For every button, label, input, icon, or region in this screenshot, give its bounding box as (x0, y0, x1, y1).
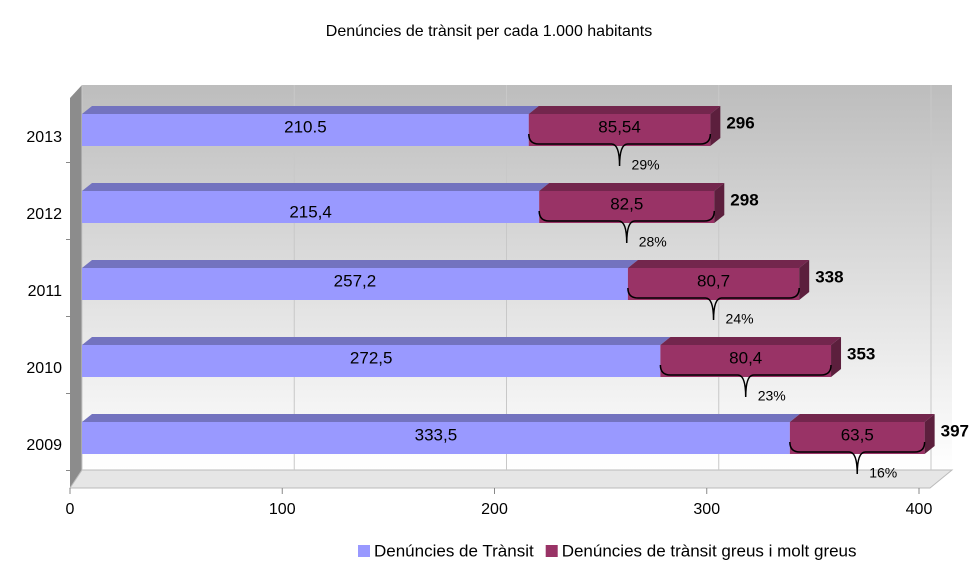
value-label: 333,5 (415, 425, 458, 444)
bar-top (627, 260, 810, 268)
share-label: 24% (726, 311, 754, 327)
brace (528, 133, 712, 167)
share-label: 16% (869, 465, 897, 481)
bar-side (799, 260, 810, 300)
bar-top (82, 106, 539, 114)
bar (82, 422, 790, 454)
value-label: 215,4 (289, 202, 332, 221)
x-tick-label: 400 (906, 501, 933, 518)
bar (82, 114, 529, 146)
side-wall (70, 85, 82, 488)
bar-side (924, 414, 935, 454)
share-label: 28% (639, 234, 667, 250)
brace (627, 287, 800, 321)
bar (82, 268, 628, 300)
bar-top (82, 337, 671, 345)
y-tick-label: 2013 (26, 129, 62, 146)
total-label: 353 (847, 344, 875, 363)
legend-swatch (358, 545, 370, 557)
bar-top (82, 414, 800, 422)
x-tick-label: 100 (269, 501, 296, 518)
value-label: 63,5 (841, 425, 874, 444)
bar (627, 268, 800, 300)
bar-side (714, 183, 725, 223)
y-tick-label: 2010 (26, 360, 62, 377)
y-tick-label: 2011 (28, 283, 63, 300)
legend-label: Denúncies de Trànsit (374, 541, 534, 560)
total-label: 397 (941, 421, 969, 440)
bar-side (831, 337, 842, 377)
value-label: 272,5 (350, 348, 393, 367)
share-label: 23% (758, 388, 786, 404)
bars: 2013 210.5 85,54 29% 296 2012 215,4 82,5 28% 298 2… (26, 106, 969, 481)
bar-top (82, 183, 550, 191)
bar-top (539, 183, 725, 191)
bar (789, 422, 925, 454)
value-label: 80,4 (729, 348, 762, 367)
bar-top (528, 106, 721, 114)
bar-top (660, 337, 842, 345)
y-tick-label: 2012 (26, 206, 62, 223)
y-tick-label: 2009 (26, 437, 62, 454)
total-label: 298 (730, 190, 758, 209)
bar-side (710, 106, 721, 146)
floor (69, 469, 954, 489)
bar (528, 114, 711, 146)
x-tick-label: 0 (66, 501, 75, 518)
brace (789, 441, 926, 475)
brace (538, 210, 716, 244)
value-label: 210.5 (284, 117, 327, 136)
total-label: 338 (815, 267, 843, 286)
bar (82, 191, 540, 223)
value-label: 257,2 (334, 271, 377, 290)
brace (659, 364, 832, 398)
chart-title: Denúncies de trànsit per cada 1.000 habi… (326, 23, 652, 40)
x-tick-label: 200 (481, 501, 508, 518)
bar (539, 191, 715, 223)
bar-top (82, 260, 638, 268)
value-label: 80,7 (697, 271, 730, 290)
share-label: 29% (632, 157, 660, 173)
value-label: 85,54 (598, 117, 641, 136)
legend: Denúncies de Trànsit Denúncies de trànsit… (358, 541, 857, 560)
bar-top (789, 414, 935, 422)
x-tick-label: 300 (693, 501, 720, 518)
bar (82, 345, 661, 377)
total-label: 296 (726, 113, 754, 132)
legend-swatch (545, 545, 558, 557)
bar (660, 345, 832, 377)
value-label: 82,5 (610, 194, 643, 213)
legend-label: Denúncies de trànsit greus i molt greus (562, 541, 857, 560)
